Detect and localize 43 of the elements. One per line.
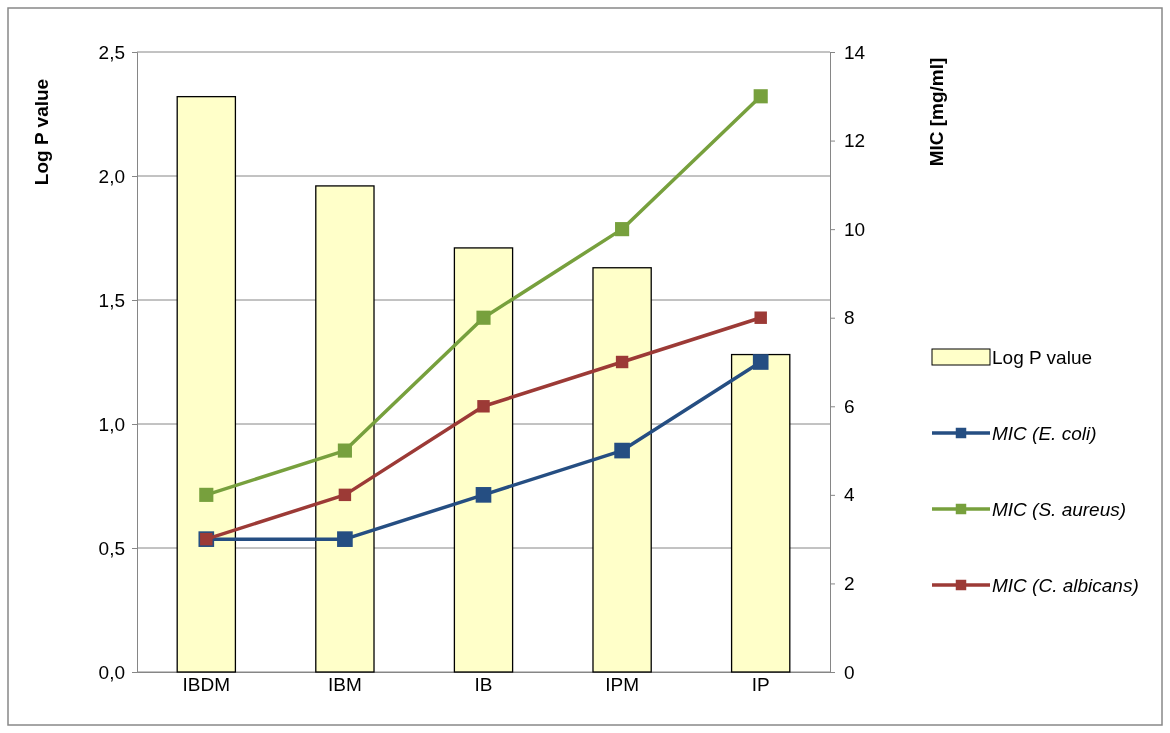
point bbox=[753, 89, 768, 104]
bar bbox=[592, 267, 652, 673]
y2-tick-label: 8 bbox=[844, 307, 855, 329]
point bbox=[615, 355, 629, 369]
bar bbox=[730, 353, 791, 673]
y2-tick-label: 2 bbox=[844, 573, 855, 595]
point bbox=[476, 310, 491, 325]
point bbox=[337, 443, 352, 458]
point bbox=[338, 488, 352, 502]
legend-label: MIC (S. aureus) bbox=[992, 499, 1127, 520]
point bbox=[754, 311, 767, 324]
x-tick-label: IBM bbox=[328, 674, 362, 695]
y-tick-label: 0,5 bbox=[98, 537, 125, 559]
y2-axis-title: MIC [mg/ml] bbox=[926, 57, 947, 167]
y-tick-label: 0,0 bbox=[98, 661, 125, 683]
y2-tick-label: 0 bbox=[844, 661, 855, 683]
bar bbox=[176, 95, 237, 673]
x-tick-label: IP bbox=[751, 674, 770, 695]
point bbox=[752, 354, 769, 370]
x-tick-label: IBDM bbox=[182, 674, 231, 695]
legend-label: MIC (E. coli) bbox=[992, 423, 1097, 444]
point bbox=[477, 400, 490, 413]
point bbox=[614, 442, 630, 459]
y2-tick-label: 12 bbox=[844, 130, 866, 152]
y-tick-label: 2,5 bbox=[98, 41, 125, 63]
y-axis-title: Log P value bbox=[31, 78, 52, 186]
x-tick-label: IPM bbox=[605, 674, 639, 695]
y2-tick-label: 4 bbox=[844, 484, 855, 506]
y2-tick-label: 10 bbox=[844, 218, 866, 240]
x-tick-label: IB bbox=[474, 674, 493, 695]
y-tick-label: 1,5 bbox=[98, 289, 125, 311]
legend-label: MIC (C. albicans) bbox=[992, 575, 1139, 596]
bar bbox=[453, 247, 514, 673]
bar bbox=[315, 185, 375, 673]
legend-label: Log P value bbox=[992, 347, 1093, 368]
point bbox=[199, 487, 214, 502]
y2-tick-label: 14 bbox=[844, 41, 866, 63]
y2-tick-label: 6 bbox=[844, 395, 855, 417]
y-tick-label: 1,0 bbox=[98, 413, 125, 435]
point bbox=[615, 222, 630, 237]
y-tick-label: 2,0 bbox=[98, 165, 125, 187]
point bbox=[337, 531, 353, 547]
point bbox=[475, 487, 492, 503]
